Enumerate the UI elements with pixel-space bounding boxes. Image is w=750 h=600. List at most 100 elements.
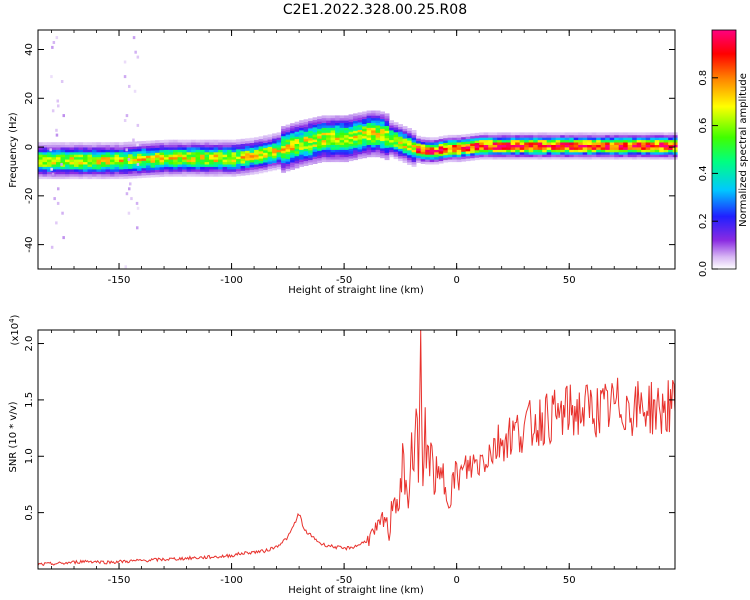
heatmap-cell xyxy=(564,147,570,150)
heatmap-cell xyxy=(353,130,358,134)
heatmap-cell xyxy=(249,140,255,143)
heatmap-cell xyxy=(605,154,611,158)
heatmap-cell xyxy=(659,137,665,141)
heatmap-cell xyxy=(650,132,656,136)
heatmap-cell xyxy=(456,151,462,155)
heatmap-cell xyxy=(299,149,304,153)
heatmap-cell xyxy=(65,176,70,180)
heatmap-cell xyxy=(429,137,435,141)
heatmap-cell xyxy=(335,120,340,123)
heatmap-cell xyxy=(173,171,178,175)
heatmap-cell xyxy=(281,140,286,144)
heatmap-cell xyxy=(56,156,61,160)
heatmap-cell xyxy=(132,153,138,157)
heatmap-cell xyxy=(555,132,561,136)
heatmap-cell xyxy=(240,146,246,149)
heatmap-cell xyxy=(515,147,521,150)
heatmap-cell xyxy=(186,169,192,172)
heatmap-cell xyxy=(128,163,133,167)
snr-x-tick-label: -100 xyxy=(220,575,243,586)
heatmap-cell xyxy=(191,161,196,165)
heatmap-cell xyxy=(240,138,246,142)
heatmap-cell xyxy=(659,132,665,136)
heatmap-cell xyxy=(587,132,593,136)
heatmap-cell xyxy=(182,139,187,143)
heatmap-cell xyxy=(524,151,530,155)
heatmap-cell xyxy=(92,151,97,155)
heatmap-cell xyxy=(416,143,421,146)
heatmap-cell xyxy=(330,120,336,123)
heatmap-cell xyxy=(290,164,295,168)
heatmap-cell xyxy=(146,150,151,154)
heatmap-cell xyxy=(339,132,345,136)
heatmap-cell xyxy=(339,151,345,155)
heatmap-cell xyxy=(299,134,304,138)
heatmap-cell xyxy=(366,144,372,148)
heatmap-cell xyxy=(155,162,160,165)
heatmap-cell xyxy=(573,154,579,158)
heatmap-cell xyxy=(402,150,408,154)
heatmap-cell xyxy=(281,167,286,171)
heatmap-cell xyxy=(587,151,593,155)
heatmap-cell xyxy=(317,143,322,146)
heatmap-cell xyxy=(614,149,620,153)
heatmap-cell xyxy=(510,147,516,150)
heatmap-cell xyxy=(398,158,403,162)
spectrogram-y-axis-label: Frequency (Hz) xyxy=(8,112,19,188)
heatmap-cell xyxy=(371,139,376,143)
heatmap-cell xyxy=(492,156,498,160)
heatmap-cell xyxy=(123,176,129,179)
heatmap-cell xyxy=(65,164,70,167)
heatmap-cell xyxy=(317,133,322,137)
heatmap-cell xyxy=(668,144,674,148)
heatmap-cell xyxy=(110,142,115,145)
heatmap-cell xyxy=(123,75,127,79)
heatmap-cell xyxy=(141,155,147,159)
heatmap-cell xyxy=(609,134,615,138)
heatmap-cell xyxy=(443,137,449,141)
colorbar-tick-label: 0.6 xyxy=(698,118,709,134)
heatmap-cell xyxy=(83,161,88,165)
heatmap-cell xyxy=(321,142,327,145)
heatmap-cell xyxy=(236,141,241,145)
heatmap-cell xyxy=(357,127,363,130)
heatmap-cell xyxy=(132,141,138,145)
heatmap-cell xyxy=(389,125,394,128)
heatmap-cell xyxy=(380,126,385,129)
heatmap-cell xyxy=(69,176,75,180)
heatmap-cell xyxy=(614,144,620,148)
heatmap-cell xyxy=(402,157,408,161)
heatmap-cell xyxy=(411,164,417,167)
heatmap-cell xyxy=(51,172,55,176)
heatmap-cell xyxy=(470,143,476,146)
heatmap-cell xyxy=(92,161,97,165)
heatmap-cell xyxy=(132,148,138,152)
heatmap-cell xyxy=(600,154,606,158)
heatmap-cell xyxy=(290,152,295,156)
heatmap-cell xyxy=(60,147,66,150)
heatmap-cell xyxy=(636,132,642,136)
heatmap-cell xyxy=(141,145,147,149)
heatmap-cell xyxy=(96,159,102,163)
snr-x-axis-label: Height of straight line (km) xyxy=(288,585,424,596)
heatmap-cell xyxy=(164,144,169,148)
heatmap-cell xyxy=(204,161,210,165)
heatmap-cell xyxy=(528,156,534,160)
heatmap-cell xyxy=(155,154,160,158)
heatmap-cell xyxy=(177,166,183,170)
heatmap-cell xyxy=(353,147,358,151)
snr-y-ticks: 0.51.01.52.0 xyxy=(24,336,675,521)
heatmap-cell xyxy=(600,139,606,143)
heatmap-cell xyxy=(222,161,228,165)
heatmap-cell xyxy=(335,147,340,150)
heatmap-cell xyxy=(375,149,381,153)
heatmap-cell xyxy=(128,173,133,177)
heatmap-cell xyxy=(362,128,367,132)
heatmap-cell xyxy=(308,123,313,126)
heatmap-cell xyxy=(69,151,75,155)
heatmap-cell xyxy=(317,135,322,139)
heatmap-cell xyxy=(290,157,295,161)
heatmap-cell xyxy=(173,144,178,148)
heatmap-cell xyxy=(245,152,250,156)
heatmap-cell xyxy=(443,147,449,151)
